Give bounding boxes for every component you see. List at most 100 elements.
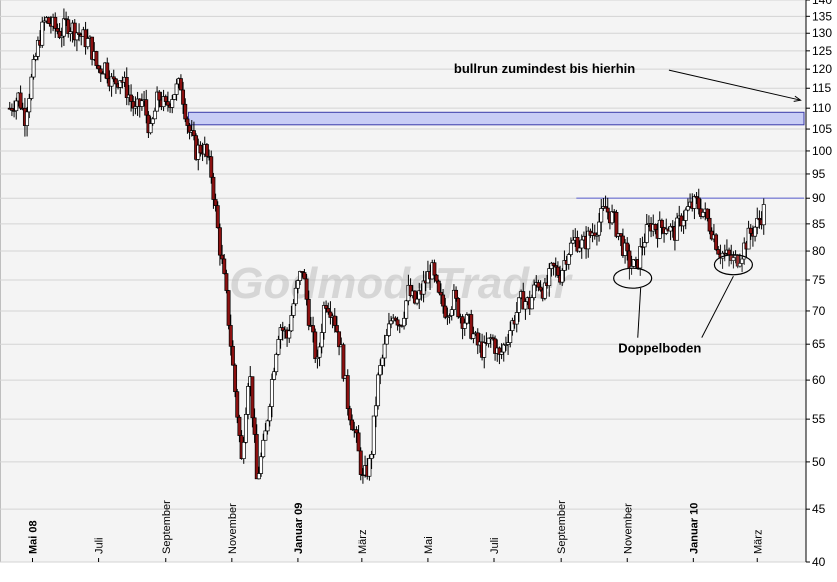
candle xyxy=(274,352,279,376)
candle xyxy=(356,425,361,452)
candle-body xyxy=(748,227,753,234)
candle-body xyxy=(421,280,426,295)
candle xyxy=(367,454,372,481)
candle-body xyxy=(599,208,604,223)
candle xyxy=(436,279,441,294)
candle-body xyxy=(347,408,352,421)
candle-body xyxy=(434,274,439,282)
x-tick-label: März xyxy=(752,530,764,554)
candle xyxy=(345,369,350,416)
candle-body xyxy=(631,259,636,267)
candle-body xyxy=(506,342,511,345)
candle xyxy=(625,237,630,261)
x-tick-label: Mai xyxy=(423,536,435,554)
annotation-pointer xyxy=(701,275,734,338)
candle xyxy=(694,192,699,205)
x-tick-label: Januar 10 xyxy=(688,503,700,554)
candle xyxy=(508,321,513,348)
candle xyxy=(254,424,259,480)
candle xyxy=(133,96,138,115)
candle xyxy=(614,209,619,239)
candle xyxy=(246,382,251,420)
candle xyxy=(683,207,688,230)
candle-body xyxy=(367,458,372,477)
candle xyxy=(354,426,359,443)
candle xyxy=(298,270,303,286)
candle xyxy=(464,312,469,325)
candle xyxy=(326,302,331,315)
candle-body xyxy=(490,337,495,340)
candle xyxy=(94,50,99,69)
candle-body xyxy=(174,83,179,95)
candle-body xyxy=(542,282,547,299)
candle xyxy=(233,363,238,398)
candle-body xyxy=(319,332,324,348)
candle-body xyxy=(111,76,116,80)
candle-body xyxy=(183,103,188,120)
candle-body xyxy=(220,254,225,260)
candle xyxy=(280,321,285,341)
candle-body xyxy=(696,197,701,210)
candle-body xyxy=(415,298,420,304)
candle xyxy=(165,91,170,112)
candle-body xyxy=(61,18,66,37)
candle xyxy=(657,211,662,240)
candle-body xyxy=(215,205,220,229)
candle xyxy=(155,86,160,112)
candle xyxy=(66,16,71,38)
candle xyxy=(529,294,534,310)
candle xyxy=(220,244,225,265)
candle-body xyxy=(246,386,251,415)
candle xyxy=(241,436,246,464)
candle-body xyxy=(254,434,259,480)
candle-body xyxy=(382,343,387,359)
candle xyxy=(287,323,292,343)
candle-body xyxy=(256,473,261,480)
candle-body xyxy=(157,91,162,101)
x-axis: Mai 08 Juli September November Januar 09 März… xyxy=(28,500,764,562)
candle-body xyxy=(302,272,307,280)
candle-body xyxy=(731,257,736,261)
candle xyxy=(235,388,240,424)
candle-body xyxy=(460,316,465,329)
candle-body xyxy=(614,211,619,237)
candle xyxy=(393,316,398,322)
candle xyxy=(157,90,162,108)
candle-body xyxy=(33,56,38,60)
candle xyxy=(319,323,324,354)
candle xyxy=(462,318,467,336)
candle-body xyxy=(59,35,64,38)
candle-body xyxy=(705,208,710,219)
candle xyxy=(447,313,452,324)
candle-body xyxy=(241,441,246,460)
candle xyxy=(659,218,664,235)
candle-body xyxy=(354,429,359,434)
candle-body xyxy=(317,346,322,358)
candle xyxy=(753,226,758,242)
candle xyxy=(230,340,235,366)
candle xyxy=(172,94,177,101)
candle-body xyxy=(350,419,355,431)
candle xyxy=(685,198,690,212)
candle xyxy=(14,97,19,120)
candle-body xyxy=(337,331,342,348)
candle xyxy=(434,274,439,284)
candle-body xyxy=(499,351,504,355)
candle xyxy=(482,335,487,369)
candle xyxy=(493,335,498,361)
candle xyxy=(538,280,543,292)
candle-body xyxy=(469,314,474,339)
candle-body xyxy=(371,415,376,455)
candle xyxy=(113,78,118,94)
x-tick-label: November xyxy=(227,503,239,554)
x-tick-label: September xyxy=(556,500,568,554)
candle-body xyxy=(129,94,134,102)
candle xyxy=(215,201,220,229)
y-tick-label: 140 xyxy=(812,0,832,7)
candle xyxy=(523,298,528,320)
candle-body xyxy=(90,36,95,60)
candle-body xyxy=(464,314,469,324)
y-tick-label: 115 xyxy=(812,81,831,95)
candle-body xyxy=(46,17,51,24)
y-tick-label: 65 xyxy=(812,337,826,351)
